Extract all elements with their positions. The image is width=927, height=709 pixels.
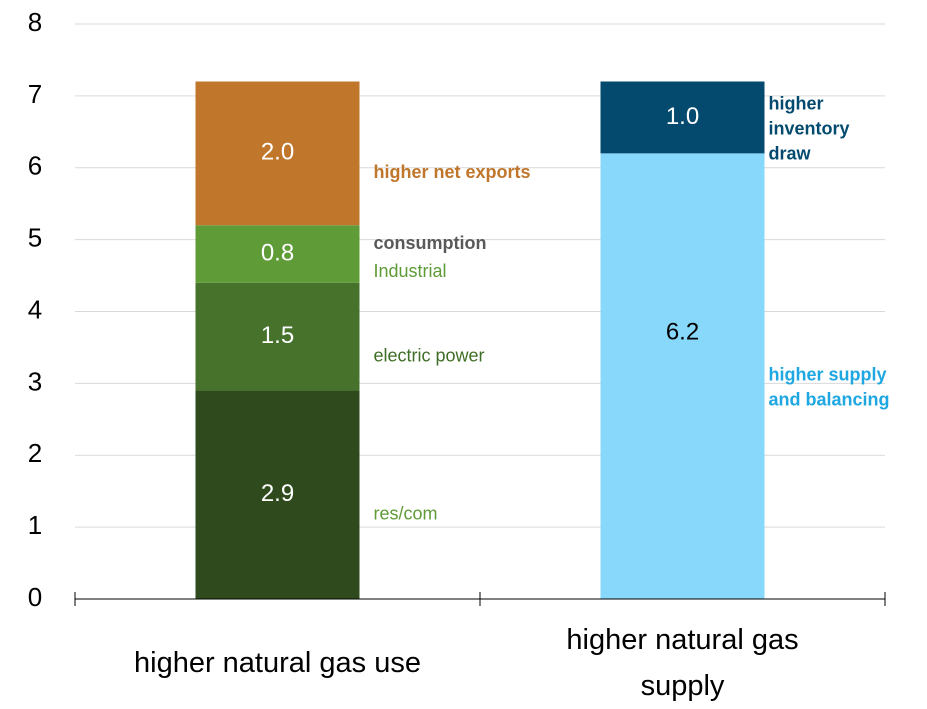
y-tick-label: 3 [28, 366, 42, 396]
series-label: res/com [374, 504, 438, 524]
bar-segment [195, 390, 360, 599]
series-label: electric power [374, 345, 485, 365]
value-label: 2.9 [261, 480, 294, 507]
value-label: 1.5 [261, 322, 294, 349]
value-label: 6.2 [666, 318, 699, 345]
bar-segment [195, 81, 360, 226]
y-tick-label: 2 [28, 438, 42, 468]
y-tick-label: 0 [28, 582, 42, 612]
bar-segment [600, 153, 765, 599]
value-label: 0.8 [261, 239, 294, 266]
value-label: 2.0 [261, 139, 294, 166]
y-tick-label: 1 [28, 510, 42, 540]
x-tick-label: higher natural gas use [134, 647, 421, 679]
y-tick-label: 5 [28, 223, 42, 253]
series-label: higher supply and balancing [769, 364, 890, 409]
y-tick-label: 4 [28, 294, 42, 324]
series-label: higher inventory draw [769, 93, 850, 163]
bar-segment [195, 282, 360, 391]
bar-segment [195, 225, 360, 283]
y-tick-label: 6 [28, 151, 42, 181]
series-annotation: consumption [374, 233, 487, 253]
y-tick-label: 8 [28, 7, 42, 37]
series-label: higher net exports [374, 162, 531, 182]
series-label: Industrial [374, 261, 447, 281]
x-tick-label: higher natural gas supply [566, 624, 798, 702]
bar-segment [600, 81, 765, 154]
y-tick-label: 7 [28, 79, 42, 109]
value-label: 1.0 [666, 103, 699, 130]
